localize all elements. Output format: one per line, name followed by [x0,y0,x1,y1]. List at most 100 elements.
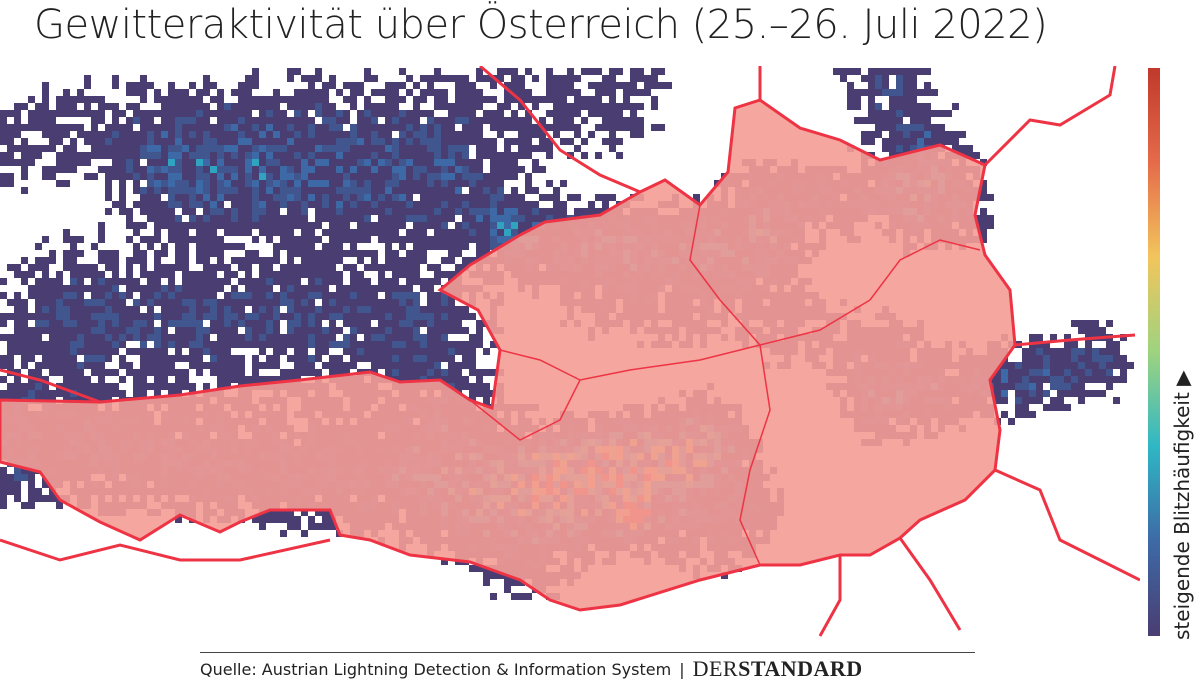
heat-cell [77,152,84,159]
heat-cell [455,208,462,215]
heat-cell [511,194,518,201]
heat-cell [392,103,399,110]
heat-cell [98,250,105,257]
heat-cell [217,201,224,208]
heat-cell [364,299,371,306]
heat-cell [441,152,448,159]
heat-cell [385,110,392,117]
heat-cell [154,264,161,271]
heat-cell [371,257,378,264]
heat-cell [98,229,105,236]
heat-cell [399,68,406,75]
heat-cell [189,124,196,131]
heat-cell [378,124,385,131]
heat-cell [91,138,98,145]
heat-cell [1050,348,1057,355]
heat-cell [147,187,154,194]
heat-cell [1071,348,1078,355]
heat-cell [259,96,266,103]
heat-cell [315,173,322,180]
heat-cell [140,201,147,208]
heat-cell [1008,376,1015,383]
heat-cell [413,152,420,159]
heat-cell [504,173,511,180]
heat-cell [1078,397,1085,404]
heat-cell [280,369,287,376]
heat-cell [392,96,399,103]
heat-cell [462,208,469,215]
heat-cell [875,68,882,75]
heat-cell [1001,397,1008,404]
heat-cell [371,117,378,124]
heat-cell [77,341,84,348]
heat-cell [343,131,350,138]
heat-cell [448,131,455,138]
heat-cell [469,229,476,236]
heat-cell [322,89,329,96]
heat-cell [518,208,525,215]
heat-cell [602,194,609,201]
heat-cell [140,376,147,383]
heat-cell [448,257,455,264]
heat-cell [1099,369,1106,376]
heat-cell [70,243,77,250]
heat-cell [0,355,7,362]
heat-cell [56,180,63,187]
heat-cell [560,124,567,131]
heat-cell [343,292,350,299]
heat-cell [196,159,203,166]
heat-cell [917,131,924,138]
heat-cell [357,145,364,152]
heat-cell [385,362,392,369]
heat-cell [343,229,350,236]
heat-cell [406,180,413,187]
heat-cell [287,103,294,110]
heat-cell [1092,362,1099,369]
heat-cell [1001,369,1008,376]
heat-cell [504,215,511,222]
heat-cell [574,103,581,110]
heat-cell [959,131,966,138]
heat-cell [98,355,105,362]
heat-cell [126,313,133,320]
heat-cell [833,68,840,75]
heat-cell [427,348,434,355]
heat-cell [280,159,287,166]
heat-cell [49,369,56,376]
heat-cell [98,110,105,117]
heat-cell [189,236,196,243]
heat-cell [553,194,560,201]
heat-cell [497,131,504,138]
heat-cell [308,313,315,320]
heat-cell [357,271,364,278]
heat-cell [133,138,140,145]
heat-cell [161,110,168,117]
heat-cell [378,159,385,166]
heat-cell [525,117,532,124]
heat-cell [91,390,98,397]
heat-cell [896,103,903,110]
heat-cell [175,201,182,208]
heat-cell [182,264,189,271]
heat-cell [350,187,357,194]
heat-cell [455,145,462,152]
heat-cell [224,187,231,194]
heat-cell [406,376,413,383]
heat-cell [98,166,105,173]
heat-cell [245,194,252,201]
heat-cell [35,299,42,306]
heat-cell [938,124,945,131]
heat-cell [238,201,245,208]
heat-cell [70,306,77,313]
heat-cell [357,201,364,208]
heat-cell [413,173,420,180]
heat-cell [203,299,210,306]
heat-cell [84,103,91,110]
heat-cell [21,327,28,334]
heat-cell [42,383,49,390]
heat-cell [364,75,371,82]
heat-cell [392,82,399,89]
heat-cell [392,306,399,313]
heat-cell [448,229,455,236]
heat-cell [35,306,42,313]
